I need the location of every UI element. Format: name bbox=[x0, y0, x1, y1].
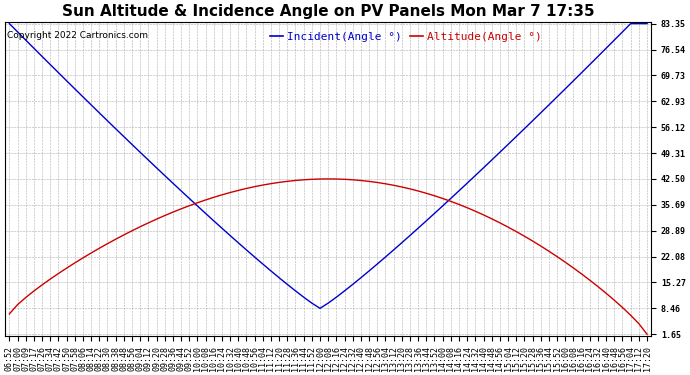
Title: Sun Altitude & Incidence Angle on PV Panels Mon Mar 7 17:35: Sun Altitude & Incidence Angle on PV Pan… bbox=[62, 4, 595, 19]
Text: Copyright 2022 Cartronics.com: Copyright 2022 Cartronics.com bbox=[7, 31, 148, 40]
Legend: Incident(Angle °), Altitude(Angle °): Incident(Angle °), Altitude(Angle °) bbox=[266, 27, 546, 46]
